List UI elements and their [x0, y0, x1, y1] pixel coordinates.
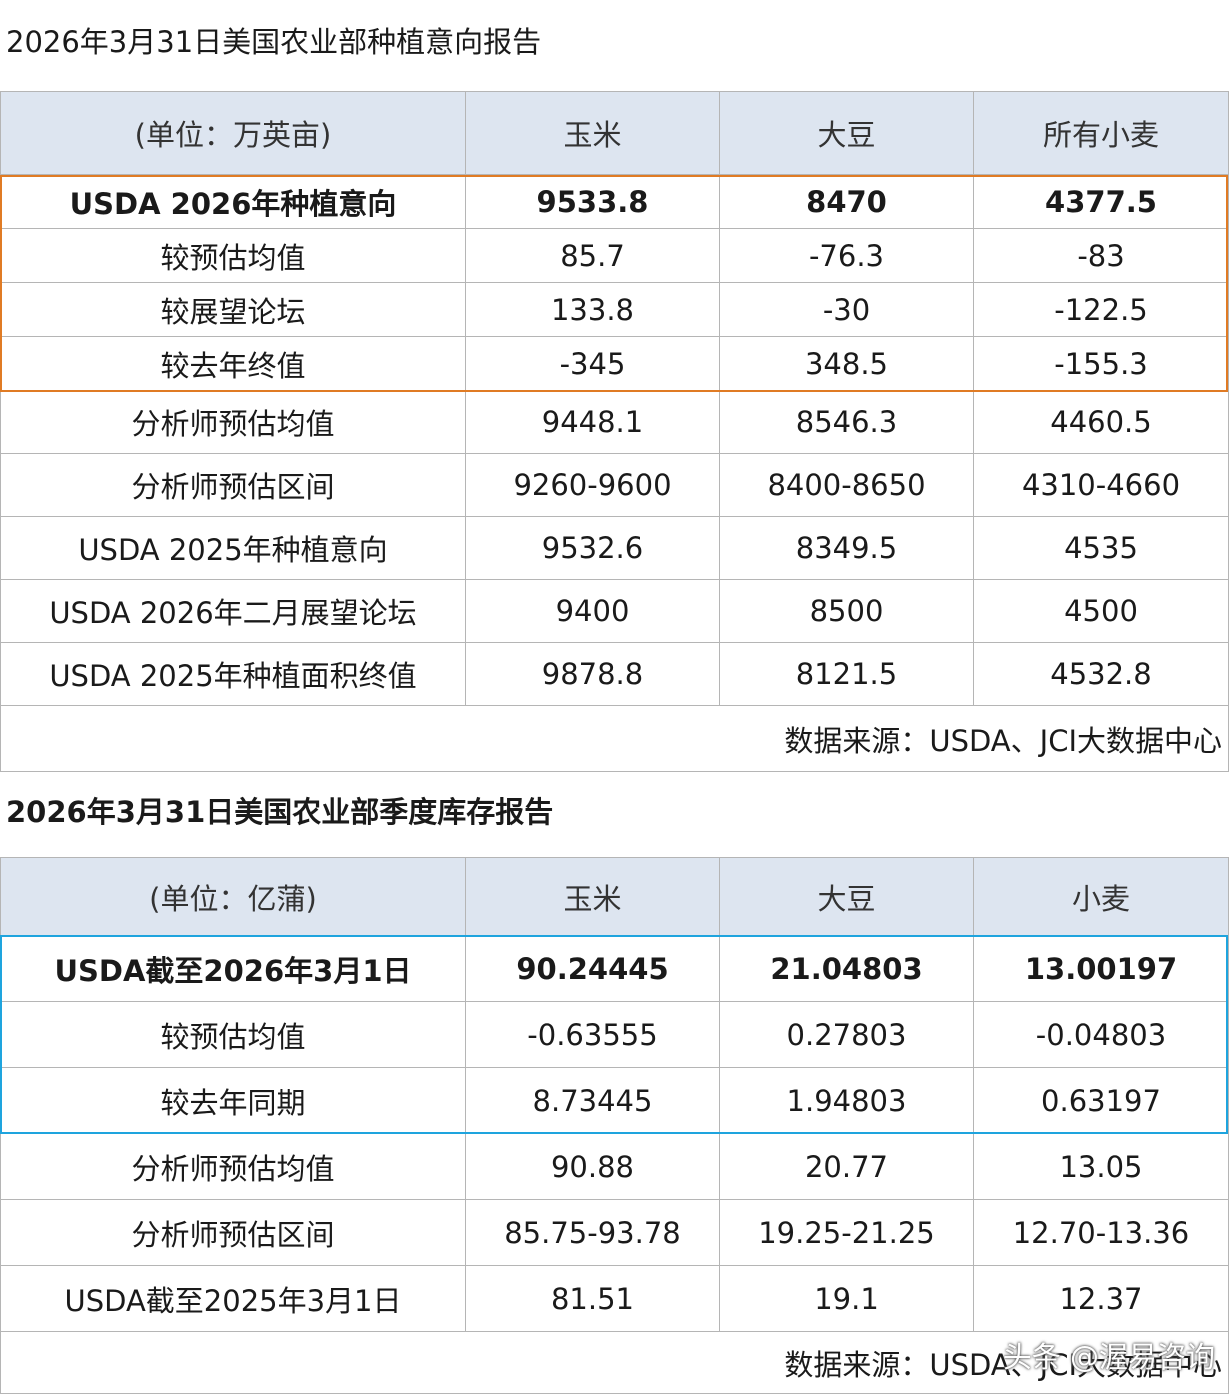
row-label: USDA 2026年种植意向	[0, 174, 466, 229]
data-source-note: 数据来源：USDA、JCI大数据中心	[0, 705, 1229, 772]
wheat-header: 所有小麦	[973, 91, 1229, 175]
table-row: USDA 2025年种植意向 9532.6 8349.5 4535	[0, 516, 1229, 580]
table-row: USDA 2026年种植意向 9533.8 8470 4377.5	[0, 174, 1229, 229]
soybean-value: 8349.5	[719, 516, 974, 580]
table1-title: 2026年3月31日美国农业部种植意向报告	[6, 25, 542, 59]
unit-header: (单位：亿蒲)	[0, 857, 466, 936]
data-source-note: 数据来源：USDA、JCI大数据中心	[0, 1331, 1229, 1394]
table2-title: 2026年3月31日美国农业部季度库存报告	[6, 795, 554, 829]
soybean-value: 0.27803	[719, 1001, 974, 1068]
soybean-value: 8121.5	[719, 642, 974, 706]
soybean-header: 大豆	[719, 91, 974, 175]
corn-value: 85.7	[465, 228, 720, 283]
table-header-row: (单位：万英亩) 玉米 大豆 所有小麦	[0, 91, 1229, 175]
table-row: 分析师预估均值 9448.1 8546.3 4460.5	[0, 390, 1229, 454]
row-label: USDA截至2026年3月1日	[0, 935, 466, 1002]
table-row: 较去年同期 8.73445 1.94803 0.63197	[0, 1067, 1229, 1134]
soybean-value: 348.5	[719, 336, 974, 391]
soybean-value: -76.3	[719, 228, 974, 283]
table-row: USDA 2025年种植面积终值 9878.8 8121.5 4532.8	[0, 642, 1229, 706]
wheat-header: 小麦	[973, 857, 1229, 936]
row-label: USDA截至2025年3月1日	[0, 1265, 466, 1332]
wheat-value: 12.37	[973, 1265, 1229, 1332]
corn-value: 85.75-93.78	[465, 1199, 720, 1266]
corn-value: 90.24445	[465, 935, 720, 1002]
wheat-value: 12.70-13.36	[973, 1199, 1229, 1266]
row-label: 分析师预估均值	[0, 1133, 466, 1200]
corn-value: 90.88	[465, 1133, 720, 1200]
wheat-value: 13.00197	[973, 935, 1229, 1002]
soybean-value: 8400-8650	[719, 453, 974, 517]
unit-header: (单位：万英亩)	[0, 91, 466, 175]
soybean-value: 8470	[719, 174, 974, 229]
corn-value: 9448.1	[465, 390, 720, 454]
wheat-value: 0.63197	[973, 1067, 1229, 1134]
corn-value: -345	[465, 336, 720, 391]
corn-header: 玉米	[465, 91, 720, 175]
soybean-value: 19.1	[719, 1265, 974, 1332]
wheat-value: 13.05	[973, 1133, 1229, 1200]
wheat-value: 4535	[973, 516, 1229, 580]
table-row: 分析师预估区间 85.75-93.78 19.25-21.25 12.70-13…	[0, 1199, 1229, 1266]
corn-header: 玉米	[465, 857, 720, 936]
row-label: USDA 2025年种植面积终值	[0, 642, 466, 706]
row-label: 分析师预估区间	[0, 453, 466, 517]
row-label: 较去年同期	[0, 1067, 466, 1134]
corn-value: 8.73445	[465, 1067, 720, 1134]
corn-value: 9878.8	[465, 642, 720, 706]
row-label: USDA 2025年种植意向	[0, 516, 466, 580]
table-row: 分析师预估区间 9260-9600 8400-8650 4310-4660	[0, 453, 1229, 517]
row-label: 较预估均值	[0, 228, 466, 283]
soybean-value: -30	[719, 282, 974, 337]
planting-intentions-table: (单位：万英亩) 玉米 大豆 所有小麦 USDA 2026年种植意向 9533.…	[0, 91, 1229, 772]
soybean-value: 19.25-21.25	[719, 1199, 974, 1266]
corn-value: 9532.6	[465, 516, 720, 580]
wheat-value: 4460.5	[973, 390, 1229, 454]
corn-value: 9260-9600	[465, 453, 720, 517]
row-label: USDA 2026年二月展望论坛	[0, 579, 466, 643]
soybean-value: 20.77	[719, 1133, 974, 1200]
soybean-header: 大豆	[719, 857, 974, 936]
soybean-value: 8546.3	[719, 390, 974, 454]
wheat-value: -83	[973, 228, 1229, 283]
table-row: USDA截至2025年3月1日 81.51 19.1 12.37	[0, 1265, 1229, 1332]
table-row: 分析师预估均值 90.88 20.77 13.05	[0, 1133, 1229, 1200]
table-row: 较去年终值 -345 348.5 -155.3	[0, 336, 1229, 391]
table-row: 较预估均值 -0.63555 0.27803 -0.04803	[0, 1001, 1229, 1068]
table-row: USDA截至2026年3月1日 90.24445 21.04803 13.001…	[0, 935, 1229, 1002]
row-label: 较去年终值	[0, 336, 466, 391]
corn-value: 133.8	[465, 282, 720, 337]
wheat-value: 4532.8	[973, 642, 1229, 706]
corn-value: -0.63555	[465, 1001, 720, 1068]
row-label: 较预估均值	[0, 1001, 466, 1068]
wheat-value: 4500	[973, 579, 1229, 643]
wheat-value: 4377.5	[973, 174, 1229, 229]
source-row: 数据来源：USDA、JCI大数据中心	[0, 1331, 1229, 1394]
wheat-value: -155.3	[973, 336, 1229, 391]
row-label: 分析师预估均值	[0, 390, 466, 454]
wheat-value: -122.5	[973, 282, 1229, 337]
corn-value: 9400	[465, 579, 720, 643]
soybean-value: 21.04803	[719, 935, 974, 1002]
quarterly-stocks-table: (单位：亿蒲) 玉米 大豆 小麦 USDA截至2026年3月1日 90.2444…	[0, 857, 1229, 1394]
corn-value: 9533.8	[465, 174, 720, 229]
wheat-value: -0.04803	[973, 1001, 1229, 1068]
soybean-value: 1.94803	[719, 1067, 974, 1134]
wheat-value: 4310-4660	[973, 453, 1229, 517]
table-row: 较预估均值 85.7 -76.3 -83	[0, 228, 1229, 283]
soybean-value: 8500	[719, 579, 974, 643]
table-header-row: (单位：亿蒲) 玉米 大豆 小麦	[0, 857, 1229, 936]
table-row: 较展望论坛 133.8 -30 -122.5	[0, 282, 1229, 337]
row-label: 分析师预估区间	[0, 1199, 466, 1266]
corn-value: 81.51	[465, 1265, 720, 1332]
table-row: USDA 2026年二月展望论坛 9400 8500 4500	[0, 579, 1229, 643]
row-label: 较展望论坛	[0, 282, 466, 337]
source-row: 数据来源：USDA、JCI大数据中心	[0, 705, 1229, 772]
